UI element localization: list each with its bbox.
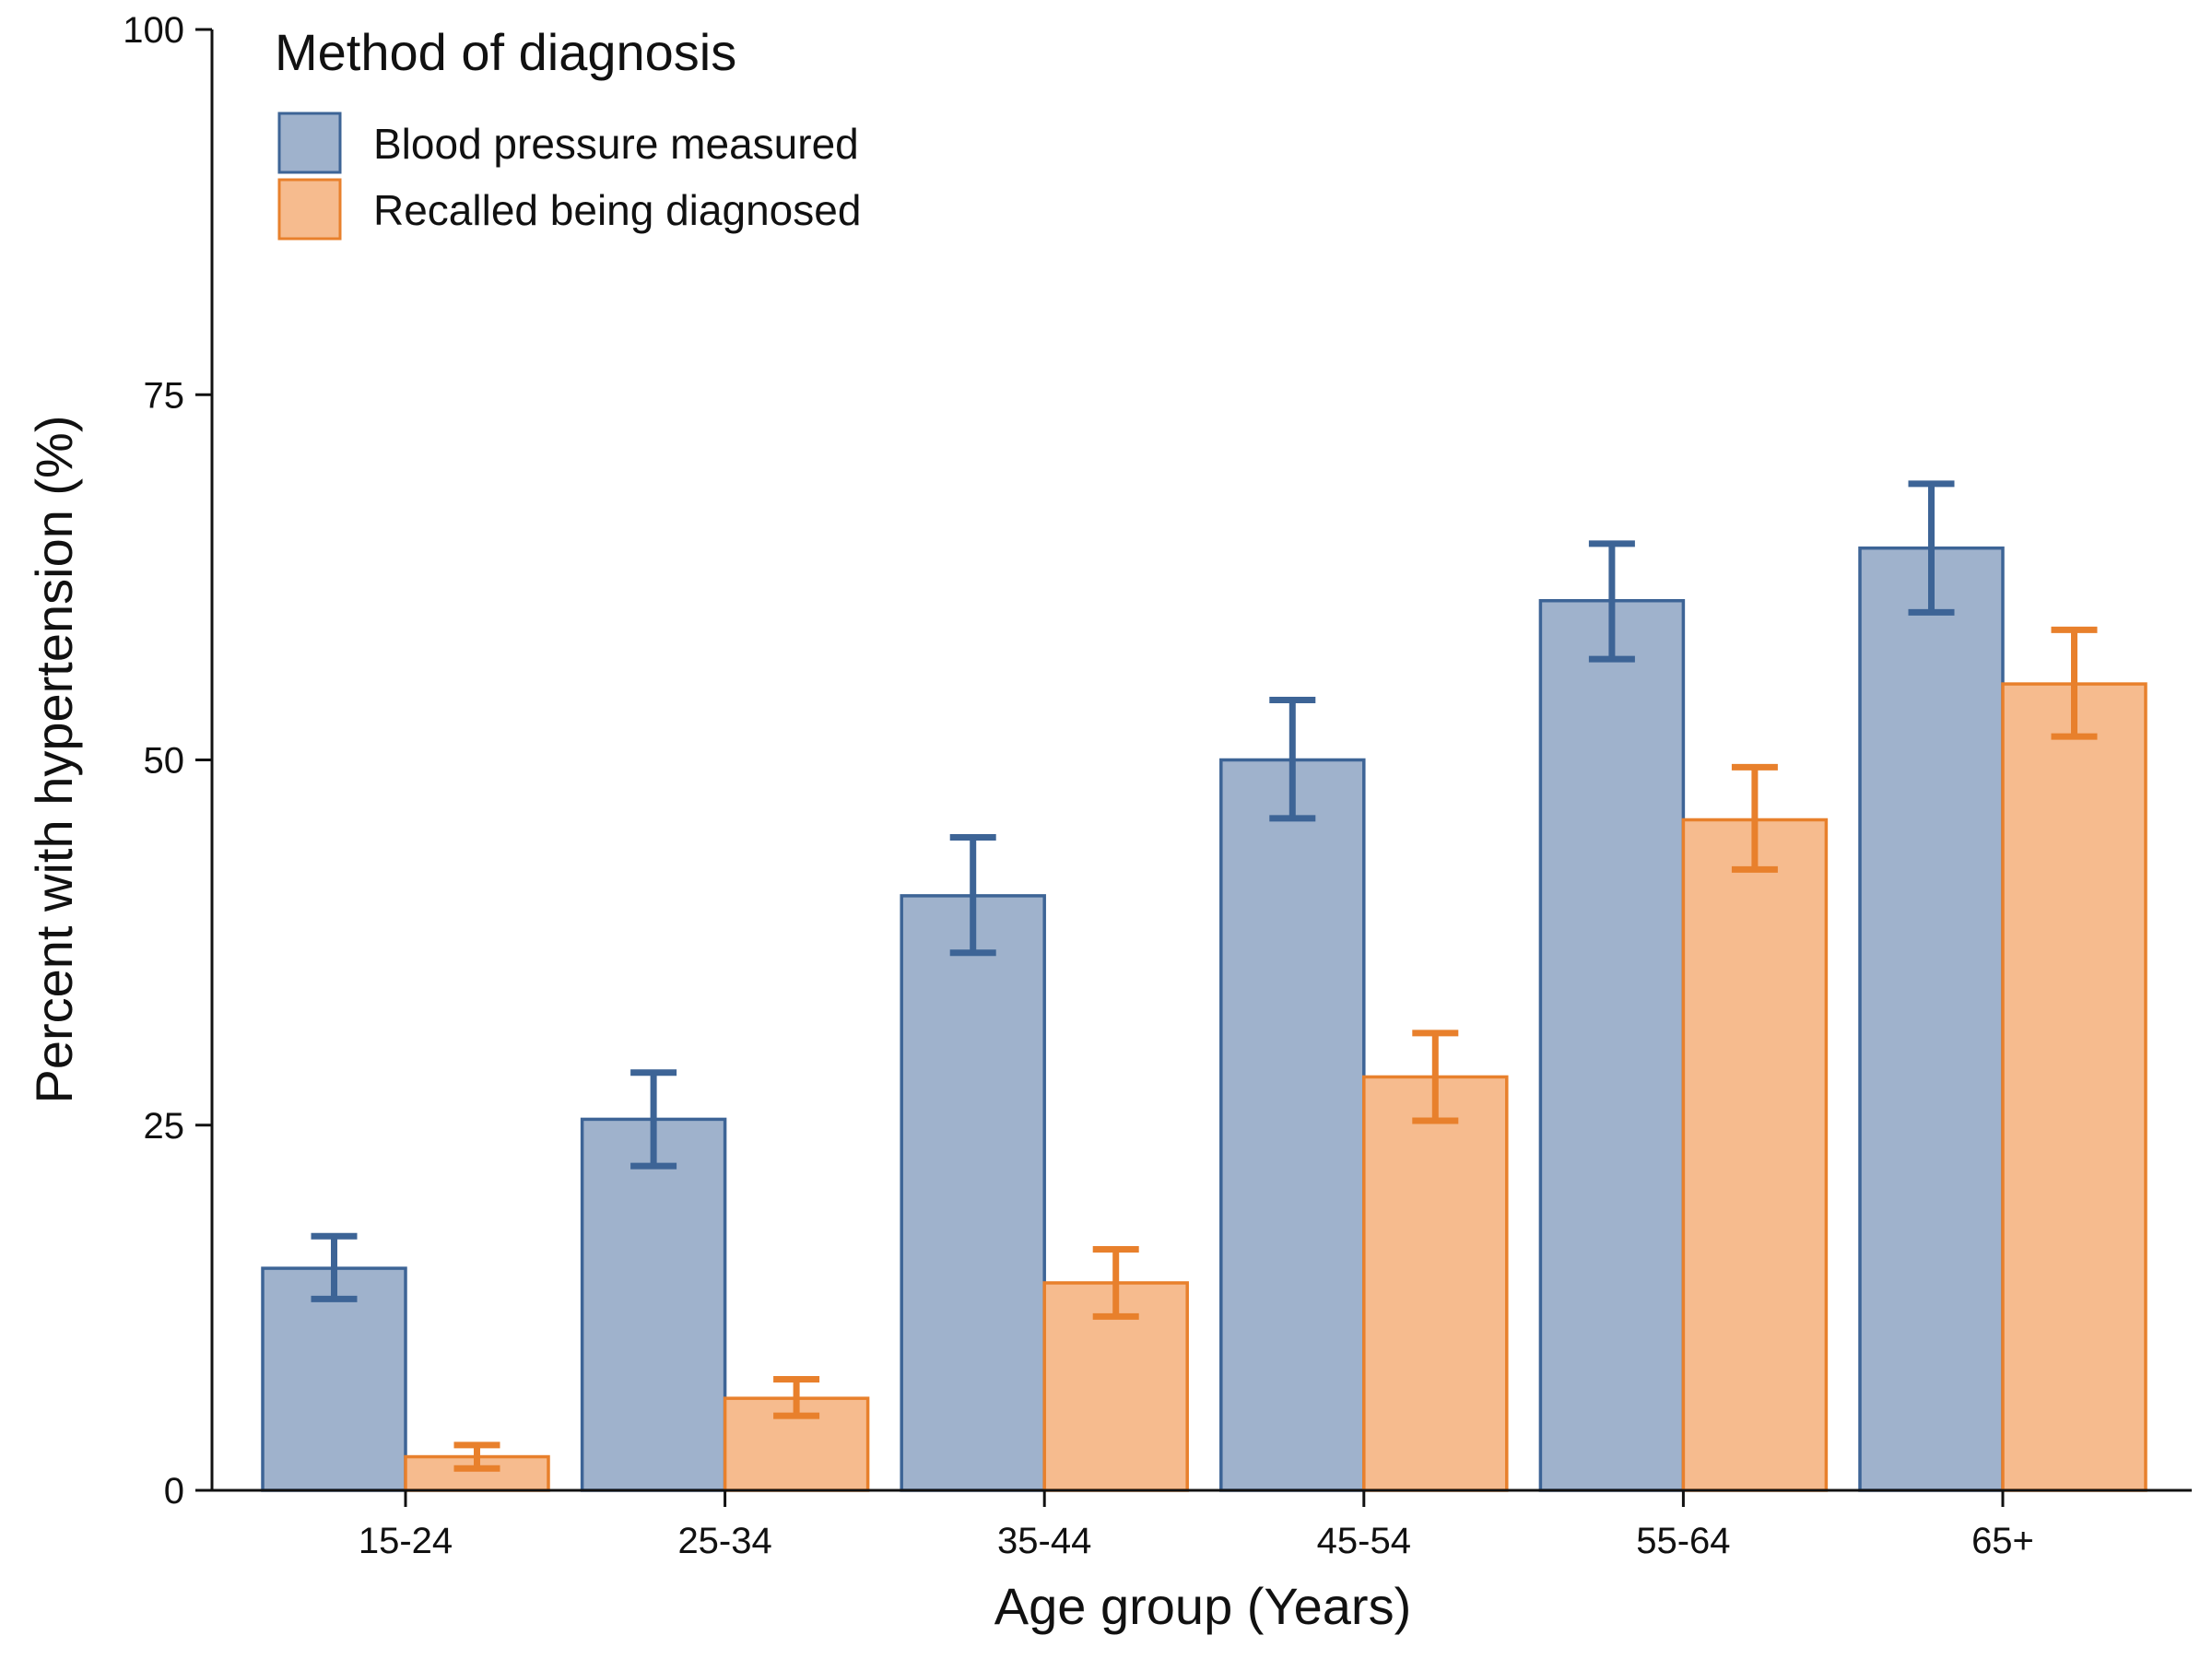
error-bar-recalled-being-diagnosed-65+ — [2051, 626, 2098, 740]
error-bar-recalled-being-diagnosed-35-44 — [1092, 1245, 1139, 1320]
error-bars-layer — [311, 480, 2098, 1472]
error-bar-recalled-being-diagnosed-15-24 — [453, 1441, 500, 1472]
legend-swatch-blood-pressure-measured — [277, 112, 342, 174]
bars-layer — [261, 546, 2147, 1492]
x-tick-label-55-64: 55-64 — [1636, 1521, 1730, 1561]
legend-swatch-recalled-being-diagnosed — [277, 178, 342, 241]
x-tick-label-35-44: 35-44 — [997, 1521, 1091, 1561]
legend: Method of diagnosis Blood pressure measu… — [275, 23, 861, 241]
error-bar-blood-pressure-measured-65+ — [1908, 480, 1955, 616]
x-tick-label-15-24: 15-24 — [359, 1521, 453, 1561]
x-tick-label-45-54: 45-54 — [1317, 1521, 1411, 1561]
bar-recalled-being-diagnosed-65+ — [2001, 682, 2147, 1492]
error-bar-blood-pressure-measured-35-44 — [949, 834, 996, 957]
error-bar-blood-pressure-measured-45-54 — [1269, 697, 1316, 822]
y-tick-label-75: 75 — [144, 375, 185, 416]
bar-blood-pressure-measured-35-44 — [900, 894, 1046, 1492]
error-bar-recalled-being-diagnosed-55-64 — [1731, 763, 1778, 873]
legend-label-blood-pressure-measured: Blood pressure measured — [373, 120, 859, 168]
bar-blood-pressure-measured-15-24 — [261, 1266, 407, 1492]
x-tick-label-65+: 65+ — [1971, 1521, 2034, 1561]
bar-blood-pressure-measured-65+ — [1858, 546, 2005, 1492]
y-ticks-layer: 0 25 50 75 100 — [123, 10, 212, 1512]
y-tick-label-100: 100 — [123, 10, 184, 51]
bar-blood-pressure-measured-25-34 — [580, 1117, 727, 1492]
bar-blood-pressure-measured-55-64 — [1538, 598, 1686, 1492]
y-tick-label-25: 25 — [144, 1106, 185, 1147]
bar-recalled-being-diagnosed-45-54 — [1362, 1075, 1509, 1492]
error-bar-blood-pressure-measured-15-24 — [311, 1232, 358, 1302]
y-tick-label-50: 50 — [144, 741, 185, 782]
y-tick-label-0: 0 — [164, 1471, 184, 1512]
error-bar-recalled-being-diagnosed-45-54 — [1412, 1030, 1459, 1124]
legend-label-recalled-being-diagnosed: Recalled being diagnosed — [373, 186, 861, 234]
x-axis-title: Age group (Years) — [994, 1577, 1411, 1635]
legend-title: Method of diagnosis — [275, 23, 736, 81]
error-bar-recalled-being-diagnosed-25-34 — [773, 1376, 820, 1419]
x-tick-label-25-34: 25-34 — [677, 1521, 771, 1561]
bar-blood-pressure-measured-45-54 — [1219, 758, 1366, 1492]
error-bar-blood-pressure-measured-55-64 — [1588, 540, 1635, 663]
bar-recalled-being-diagnosed-35-44 — [1042, 1281, 1189, 1492]
bar-recalled-being-diagnosed-55-64 — [1681, 818, 1829, 1492]
y-axis-title: Percent with hypertension (%) — [25, 415, 83, 1103]
x-ticks-layer: 15-24 25-34 35-44 45-54 55-64 65+ — [359, 1490, 2034, 1561]
error-bar-blood-pressure-measured-25-34 — [630, 1069, 677, 1170]
